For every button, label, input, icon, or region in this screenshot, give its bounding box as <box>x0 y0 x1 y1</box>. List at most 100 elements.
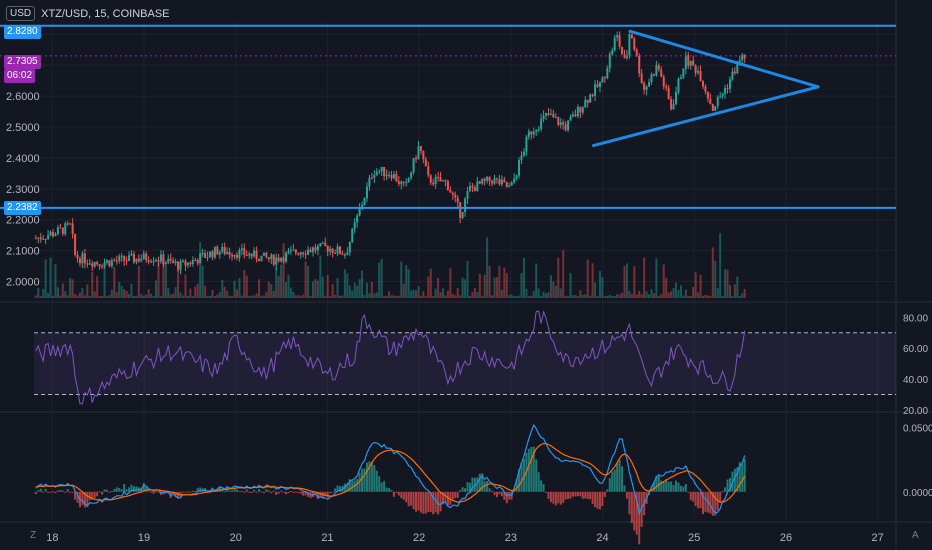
candle-body <box>132 253 135 263</box>
macd-histogram-bar <box>395 491 398 494</box>
volume-bar <box>427 276 430 298</box>
candle-body <box>652 74 655 76</box>
volume-bar <box>351 290 354 298</box>
volume-bar <box>564 295 567 298</box>
candle-body <box>488 176 491 182</box>
candle-body <box>49 232 52 236</box>
candle-body <box>738 60 741 62</box>
volume-bar <box>643 257 646 298</box>
macd-histogram-bar <box>633 491 636 531</box>
currency-button[interactable]: USD <box>6 6 36 21</box>
candle-body <box>275 257 278 265</box>
candle-body <box>34 238 37 240</box>
candle-body <box>248 253 251 256</box>
macd-histogram-bar <box>518 469 521 492</box>
volume-bar <box>515 295 518 298</box>
macd-histogram-bar <box>123 483 126 492</box>
macd-histogram-bar <box>679 485 682 492</box>
macd-histogram-bar <box>86 491 89 508</box>
candle-body <box>125 260 128 262</box>
volume-bar <box>451 294 454 298</box>
z-icon[interactable]: Z <box>30 530 37 541</box>
candle-body <box>719 96 722 98</box>
price-tick-label: 2.1000 <box>6 246 40 258</box>
volume-bar <box>179 292 182 298</box>
volume-bar <box>505 273 508 298</box>
candle-body <box>221 246 224 252</box>
last-price-tag: 2.7305 <box>4 55 41 69</box>
volume-bar <box>486 237 489 298</box>
macd-histogram-bar <box>250 491 253 493</box>
candles <box>34 31 746 275</box>
candle-body <box>478 181 481 184</box>
candle-body <box>91 263 94 267</box>
candle-body <box>613 37 616 51</box>
volume-bar <box>250 295 253 298</box>
volume-bar <box>334 294 337 298</box>
volume-bar <box>199 242 202 298</box>
macd-histogram-bar <box>243 491 246 493</box>
volume-bar <box>471 291 474 298</box>
time-tick-label: 18 <box>46 532 58 544</box>
macd-histogram-bar <box>226 488 229 492</box>
volume-bar <box>338 295 341 298</box>
macd-histogram-bar <box>508 491 511 500</box>
volume-bar <box>316 280 319 298</box>
macd-histogram-bar <box>52 491 55 493</box>
macd-histogram-bar <box>66 488 69 492</box>
candle-body <box>736 61 739 74</box>
volume-bar <box>81 287 84 298</box>
macd-histogram-bar <box>709 491 712 514</box>
volume-bar <box>640 294 643 298</box>
volume-bar <box>699 274 702 298</box>
candle-body <box>233 254 236 257</box>
volume-bar <box>741 293 744 298</box>
volume-bar <box>353 282 356 298</box>
volume-bar <box>275 267 278 298</box>
candle-body <box>189 262 192 265</box>
candle-body <box>711 104 714 111</box>
candle-body <box>728 79 731 89</box>
volume-bar <box>525 288 528 298</box>
macd-histogram-bar <box>304 491 307 496</box>
macd-tick-label: 0.0500 <box>903 424 932 435</box>
candle-body <box>155 260 158 262</box>
volume-bar <box>157 261 160 298</box>
candle-body <box>324 242 327 246</box>
macd-histogram-bar <box>586 491 589 499</box>
macd-histogram-bar <box>380 482 383 492</box>
candle-body <box>449 190 452 193</box>
symbol-legend[interactable]: XTZ/USD, 15, COINBASE <box>41 7 170 20</box>
volume-bar <box>449 268 452 298</box>
volume-bar <box>446 290 449 298</box>
macd-histogram-bar <box>697 491 700 509</box>
volume-bar <box>272 290 275 298</box>
candle-body <box>319 243 322 247</box>
macd-histogram-bar <box>147 490 150 492</box>
volume-bar <box>476 291 479 298</box>
auto-scale-icon[interactable]: A <box>912 530 919 541</box>
macd-histogram-bar <box>689 491 692 501</box>
volume-bar <box>172 293 175 298</box>
volume-bar <box>390 295 393 298</box>
candle-body <box>635 49 638 56</box>
candle-body <box>537 129 540 131</box>
candle-body <box>272 254 275 265</box>
macd-histogram-bar <box>589 491 592 500</box>
candle-body <box>204 253 207 258</box>
candle-body <box>140 259 143 262</box>
candle-body <box>518 160 521 176</box>
volume-bar <box>422 291 425 298</box>
candle-body <box>694 65 697 73</box>
macd-histogram-bar <box>434 491 437 513</box>
macd-histogram-bar <box>405 491 408 503</box>
candle-body <box>238 249 241 258</box>
macd-histogram-bar <box>275 491 278 495</box>
candle-body <box>645 86 648 90</box>
volume-bar <box>677 290 680 298</box>
candle-body <box>341 253 344 256</box>
candle-body <box>253 250 256 257</box>
macd-histogram-bar <box>598 491 601 510</box>
volume-bar <box>137 266 140 298</box>
